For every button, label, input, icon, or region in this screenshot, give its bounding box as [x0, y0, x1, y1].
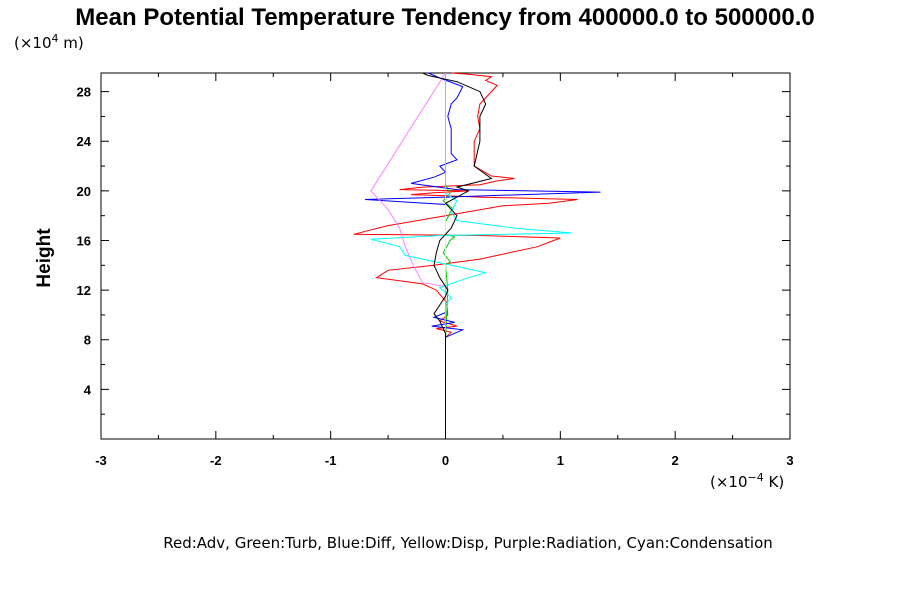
x-tick-label: 0 — [442, 453, 449, 468]
chart-title: Mean Potential Temperature Tendency from… — [75, 4, 814, 31]
y-tick-labels: 4 8 12 16 20 24 28 — [77, 85, 92, 398]
y-tick-label: 4 — [84, 382, 92, 397]
series-line-6 — [422, 72, 493, 439]
x-unit-label: (×10−4 K) — [710, 471, 784, 491]
x-tick-label: 2 — [672, 453, 679, 468]
y-axis-label: Height — [34, 228, 55, 288]
series-line-4 — [370, 72, 446, 439]
y-tick-label: 16 — [77, 233, 91, 248]
x-tick-label: -1 — [325, 453, 337, 468]
y-tick-label: 28 — [77, 85, 91, 100]
legend-text: Red:Adv, Green:Turb, Blue:Diff, Yellow:D… — [163, 534, 773, 552]
series-layer — [353, 72, 601, 439]
series-line-0 — [353, 72, 578, 439]
series-line-5 — [370, 73, 572, 439]
x-tick-label: -3 — [95, 453, 107, 468]
y-tick-label: 20 — [77, 184, 91, 199]
series-line-2 — [365, 72, 601, 439]
x-tick-label: 3 — [786, 453, 793, 468]
x-tick-labels: -3 -2 -1 0 1 2 3 — [95, 453, 793, 468]
y-unit-label: (×104 m) — [14, 32, 84, 52]
y-tick-label: 12 — [77, 283, 91, 298]
x-tick-label: -2 — [210, 453, 222, 468]
series-line-1 — [442, 73, 456, 439]
y-tick-label: 24 — [77, 134, 92, 149]
y-tick-label: 8 — [84, 333, 91, 348]
x-tick-label: 1 — [557, 453, 564, 468]
